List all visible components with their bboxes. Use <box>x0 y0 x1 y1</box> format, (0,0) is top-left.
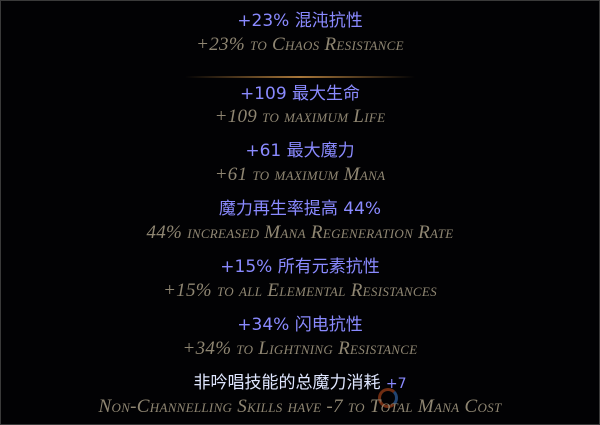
watermark-logo-icon <box>378 388 398 408</box>
mod-mana-cn: +61 最大魔力 <box>245 141 355 161</box>
separator <box>185 76 415 78</box>
mod-chaos-resistance-en: +23% to Chaos Resistance <box>196 34 404 55</box>
mod-mana-regen-cn: 魔力再生率提高 44% <box>218 199 382 219</box>
mod-lightning-res-cn: +34% 闪电抗性 <box>237 315 363 335</box>
mod-mana-regen-en: 44% increased Mana Regeneration Rate <box>146 222 454 243</box>
mod-elemental-res-en: +15% to all Elemental Resistances <box>163 280 437 301</box>
mod-life-en: +109 to maximum Life <box>214 106 386 127</box>
mod-crafted-en: Non-Channelling Skills have -7 to Total … <box>98 396 502 417</box>
mod-life-cn: +109 最大生命 <box>239 84 361 104</box>
mod-elemental-res-cn: +15% 所有元素抗性 <box>220 257 380 277</box>
mod-lightning-res-en: +34% to Lightning Resistance <box>182 338 418 359</box>
mod-mana-en: +61 to maximum Mana <box>214 164 386 185</box>
mod-crafted-cn: 非吟唱技能的总魔力消耗 +7 <box>0 368 600 393</box>
mod-chaos-resistance-cn: +23% 混沌抗性 <box>237 11 363 31</box>
crafted-text: 非吟唱技能的总魔力消耗 <box>193 373 381 393</box>
